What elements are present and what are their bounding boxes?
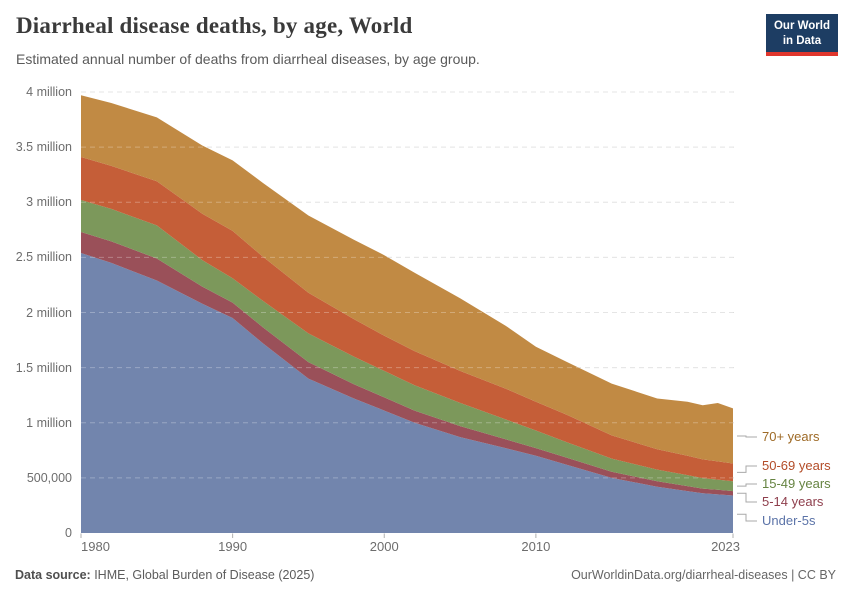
legend-connector-5-14 (737, 492, 757, 503)
data-source-label: Data source: (15, 568, 91, 582)
data-source-text: IHME, Global Burden of Disease (2025) (90, 568, 315, 582)
owid-logo-line2: in Data (782, 34, 822, 47)
data-source-note: Data source: IHME, Global Burden of Dise… (15, 568, 314, 582)
license-link[interactable]: OurWorldinData.org/diarrheal-diseases | … (571, 568, 836, 582)
y-tick-label: 1.5 million (15, 360, 72, 375)
area-band-under5[interactable] (81, 253, 733, 533)
legend-item-under5[interactable]: Under-5s (762, 513, 816, 528)
chart-subtitle: Estimated annual number of deaths from d… (16, 51, 480, 67)
area-band-15-49[interactable] (81, 200, 733, 492)
legend-connector-50-69 (737, 465, 757, 473)
y-tick-label: 2 million (26, 305, 72, 320)
legend-connector-70plus (737, 435, 757, 438)
x-tick-label: 2010 (521, 539, 551, 554)
y-tick-label: 500,000 (26, 470, 72, 485)
owid-logo-line1: Our World (773, 20, 830, 32)
legend-connector-under5 (737, 513, 757, 522)
x-tick-label: 1990 (218, 539, 248, 554)
x-tick-label: 2000 (369, 539, 399, 554)
legend-item-15-49[interactable]: 15-49 years (762, 476, 831, 491)
legend-item-5-14[interactable]: 5-14 years (762, 494, 824, 509)
y-tick-label: 0 (65, 526, 72, 540)
owid-logo[interactable]: Our World in Data (765, 14, 838, 56)
legend-item-50-69[interactable]: 50-69 years (762, 458, 831, 473)
area-band-5-14[interactable] (81, 232, 733, 496)
x-tick-label: 2023 (711, 539, 740, 554)
y-tick-label: 2.5 million (15, 250, 72, 265)
chart-footer: Data source: IHME, Global Burden of Dise… (15, 568, 836, 582)
legend-connector-15-49 (737, 483, 757, 487)
area-band-70plus[interactable] (81, 95, 733, 464)
x-tick-label: 1980 (81, 539, 110, 554)
y-tick-label: 4 million (26, 85, 72, 99)
y-tick-label: 1 million (26, 415, 72, 430)
page-title: Diarrheal disease deaths, by age, World (16, 13, 413, 38)
y-tick-label: 3 million (26, 195, 72, 210)
y-tick-label: 3.5 million (15, 140, 72, 155)
legend-item-70plus[interactable]: 70+ years (762, 429, 820, 444)
area-band-50-69[interactable] (81, 157, 733, 482)
